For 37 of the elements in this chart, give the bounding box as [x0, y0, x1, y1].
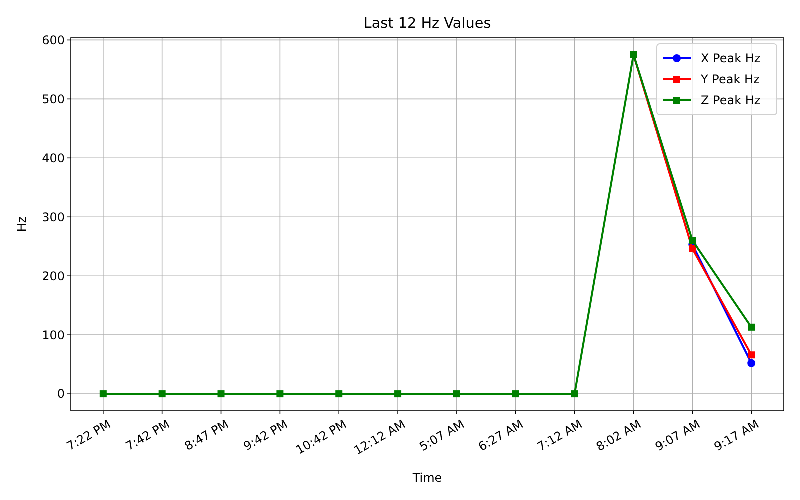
point	[336, 390, 343, 398]
x-tick-label: 9:17 AM	[712, 417, 762, 454]
y-tick-label: 300	[42, 210, 65, 224]
x-tick-label: 7:12 AM	[535, 417, 585, 454]
legend-label: Z Peak Hz	[701, 94, 761, 108]
point	[218, 390, 225, 398]
point	[748, 324, 756, 331]
y-tick-label: 600	[42, 33, 65, 48]
x-tick-label: 7:22 PM	[64, 417, 114, 454]
point	[689, 237, 696, 244]
x-tick-label: 9:42 PM	[241, 417, 290, 454]
point	[158, 390, 166, 398]
y-tick-label: 100	[42, 328, 65, 342]
x-tick-label: 7:42 PM	[123, 417, 172, 454]
legend-label: X Peak Hz	[701, 52, 761, 66]
y-tick-label: 0	[57, 387, 65, 402]
point	[512, 390, 520, 398]
point	[571, 390, 578, 398]
point	[453, 390, 460, 398]
x-axis-title: Time	[412, 471, 442, 485]
x-tick-label: 5:07 AM	[417, 417, 467, 454]
point	[748, 352, 756, 359]
point	[689, 245, 696, 252]
y-axis-title: Hz	[15, 216, 29, 232]
chart-title: Last 12 Hz Values	[364, 16, 492, 32]
y-tick-label: 400	[42, 151, 65, 166]
point	[748, 359, 756, 368]
legend-label: Y Peak Hz	[700, 72, 760, 87]
y-tick-label: 500	[42, 92, 65, 106]
y-tick-label: 200	[42, 269, 65, 284]
x-tick-label: 9:07 AM	[652, 417, 703, 454]
x-tick-label: 8:47 PM	[182, 417, 232, 454]
point	[100, 390, 107, 398]
point	[394, 390, 402, 398]
x-tick-label: 6:27 AM	[476, 417, 526, 454]
x-tick-label: 8:02 AM	[594, 417, 644, 454]
point	[276, 390, 284, 398]
